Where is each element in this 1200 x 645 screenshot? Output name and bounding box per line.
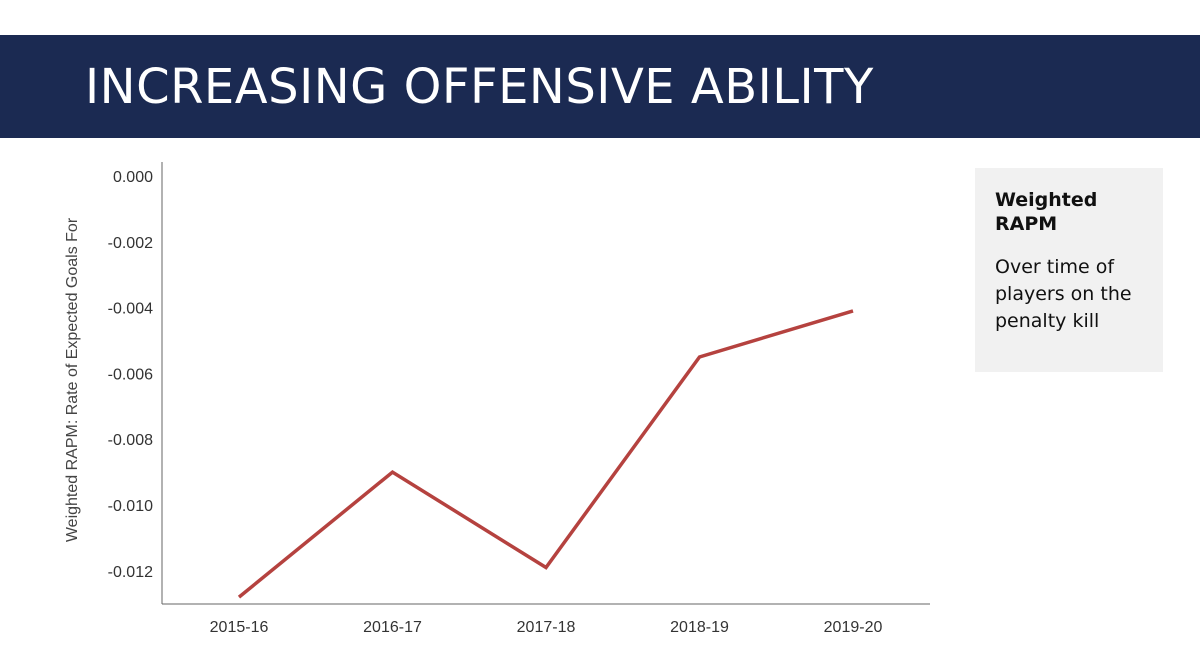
x-tick-label: 2017-18 xyxy=(517,619,576,636)
legend-box: Weighted RAPM Over time of players on th… xyxy=(975,168,1163,372)
x-axis: 2015-16 2016-17 2017-18 2018-19 2019-20 xyxy=(162,603,930,636)
x-tick-label: 2016-17 xyxy=(363,619,422,636)
y-tick-label: -0.006 xyxy=(108,366,153,383)
y-tick-label: -0.002 xyxy=(108,235,153,252)
x-tick-label: 2018-19 xyxy=(670,619,729,636)
title-banner: INCREASING OFFENSIVE ABILITY xyxy=(0,35,1200,138)
y-tick-label: -0.010 xyxy=(108,498,153,515)
y-tick-label: -0.008 xyxy=(108,432,153,449)
x-tick-label: 2015-16 xyxy=(210,619,269,636)
slide-title: INCREASING OFFENSIVE ABILITY xyxy=(85,58,874,115)
y-axis: 0.000 -0.002 -0.004 -0.006 -0.008 -0.010 -0.01… xyxy=(108,162,163,604)
legend-title: Weighted RAPM xyxy=(995,189,1098,235)
x-tick-label: 2019-20 xyxy=(824,619,883,636)
legend-description: Over time of players on the penalty kill xyxy=(995,256,1132,332)
series-line xyxy=(237,309,854,599)
series-group xyxy=(237,309,854,599)
y-tick-label: 0.000 xyxy=(113,169,153,186)
line-chart: 0.000 -0.002 -0.004 -0.006 -0.008 -0.010 -0.01… xyxy=(64,162,930,636)
y-tick-label: -0.004 xyxy=(108,301,153,318)
y-axis-title: Weighted RAPM: Rate of Expected Goals Fo… xyxy=(64,217,81,542)
y-tick-label: -0.012 xyxy=(108,564,153,581)
